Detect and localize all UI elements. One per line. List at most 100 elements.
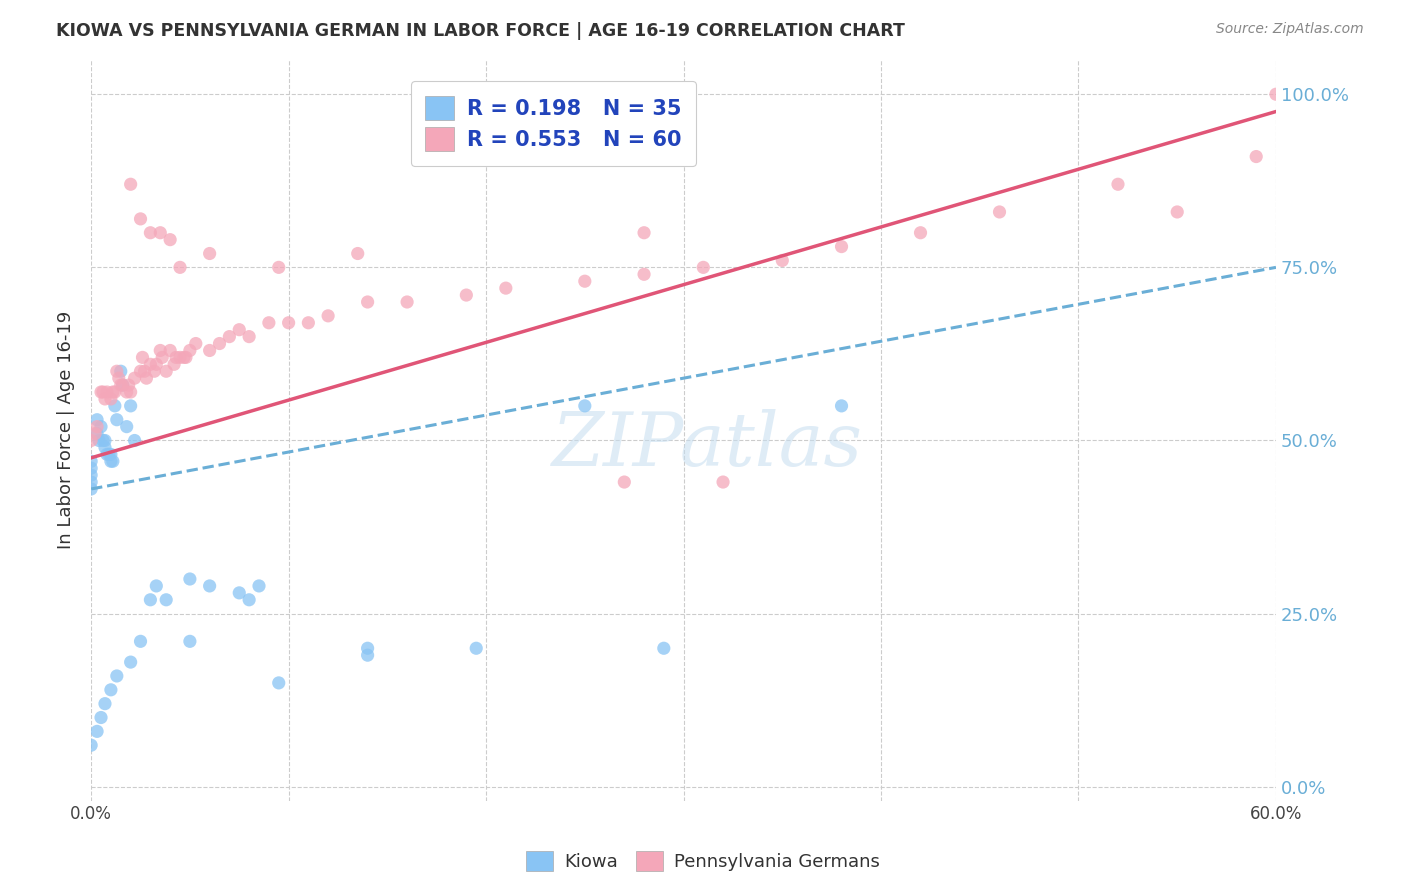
Point: [831, 399, 853, 413]
Point: [831, 239, 853, 253]
Y-axis label: In Labor Force | Age 16-19: In Labor Force | Age 16-19: [58, 311, 75, 549]
Point: [96, 447, 118, 461]
Point: [356, 295, 378, 310]
Point: [139, 592, 162, 607]
Point: [692, 260, 714, 275]
Point: [633, 226, 655, 240]
Point: [124, 371, 146, 385]
Point: [110, 364, 132, 378]
Point: [120, 399, 142, 413]
Point: [198, 246, 221, 260]
Point: [149, 226, 172, 240]
Point: [257, 316, 280, 330]
Point: [238, 329, 260, 343]
Point: [1265, 87, 1288, 102]
Point: [100, 392, 122, 406]
Point: [80, 482, 103, 496]
Point: [80, 468, 103, 483]
Point: [91, 384, 114, 399]
Point: [139, 226, 162, 240]
Point: [495, 281, 517, 295]
Point: [90, 419, 112, 434]
Point: [356, 648, 378, 663]
Point: [80, 738, 103, 752]
Point: [143, 364, 166, 378]
Point: [118, 378, 141, 392]
Point: [139, 357, 162, 371]
Point: [652, 641, 675, 656]
Point: [105, 413, 128, 427]
Point: [87, 434, 110, 448]
Point: [86, 413, 108, 427]
Point: [711, 475, 734, 489]
Point: [208, 336, 231, 351]
Point: [100, 682, 122, 697]
Point: [267, 260, 290, 275]
Point: [770, 253, 793, 268]
Point: [90, 710, 112, 724]
Point: [574, 274, 596, 288]
Point: [173, 351, 195, 365]
Point: [179, 634, 201, 648]
Point: [247, 579, 270, 593]
Point: [80, 454, 103, 468]
Point: [101, 454, 124, 468]
Point: [198, 579, 221, 593]
Point: [120, 178, 142, 192]
Point: [110, 378, 132, 392]
Point: [129, 364, 152, 378]
Point: [97, 447, 120, 461]
Point: [104, 399, 127, 413]
Point: [86, 419, 108, 434]
Point: [267, 676, 290, 690]
Point: [277, 316, 299, 330]
Point: [94, 697, 117, 711]
Point: [96, 384, 118, 399]
Point: [149, 343, 172, 358]
Point: [131, 351, 153, 365]
Point: [90, 384, 112, 399]
Point: [1107, 178, 1129, 192]
Point: [316, 309, 339, 323]
Point: [101, 384, 124, 399]
Point: [633, 267, 655, 281]
Point: [174, 351, 197, 365]
Point: [80, 475, 103, 489]
Point: [396, 295, 419, 310]
Point: [574, 399, 596, 413]
Point: [910, 226, 932, 240]
Point: [613, 475, 636, 489]
Point: [346, 246, 368, 260]
Point: [155, 364, 177, 378]
Point: [120, 384, 142, 399]
Point: [104, 384, 127, 399]
Point: [80, 461, 103, 475]
Point: [465, 641, 488, 656]
Point: [100, 447, 122, 461]
Point: [86, 724, 108, 739]
Text: ZIPatlas: ZIPatlas: [551, 409, 863, 481]
Point: [145, 579, 167, 593]
Point: [218, 329, 240, 343]
Point: [169, 260, 191, 275]
Point: [105, 669, 128, 683]
Point: [100, 454, 122, 468]
Point: [1166, 205, 1188, 219]
Point: [115, 384, 138, 399]
Point: [94, 434, 117, 448]
Point: [159, 343, 181, 358]
Point: [179, 572, 201, 586]
Point: [105, 364, 128, 378]
Point: [1244, 150, 1267, 164]
Point: [129, 211, 152, 226]
Point: [94, 441, 117, 455]
Point: [107, 371, 129, 385]
Point: [155, 592, 177, 607]
Point: [165, 351, 187, 365]
Point: [988, 205, 1011, 219]
Point: [163, 357, 186, 371]
Point: [184, 336, 207, 351]
Point: [297, 316, 319, 330]
Point: [94, 392, 117, 406]
Point: [159, 233, 181, 247]
